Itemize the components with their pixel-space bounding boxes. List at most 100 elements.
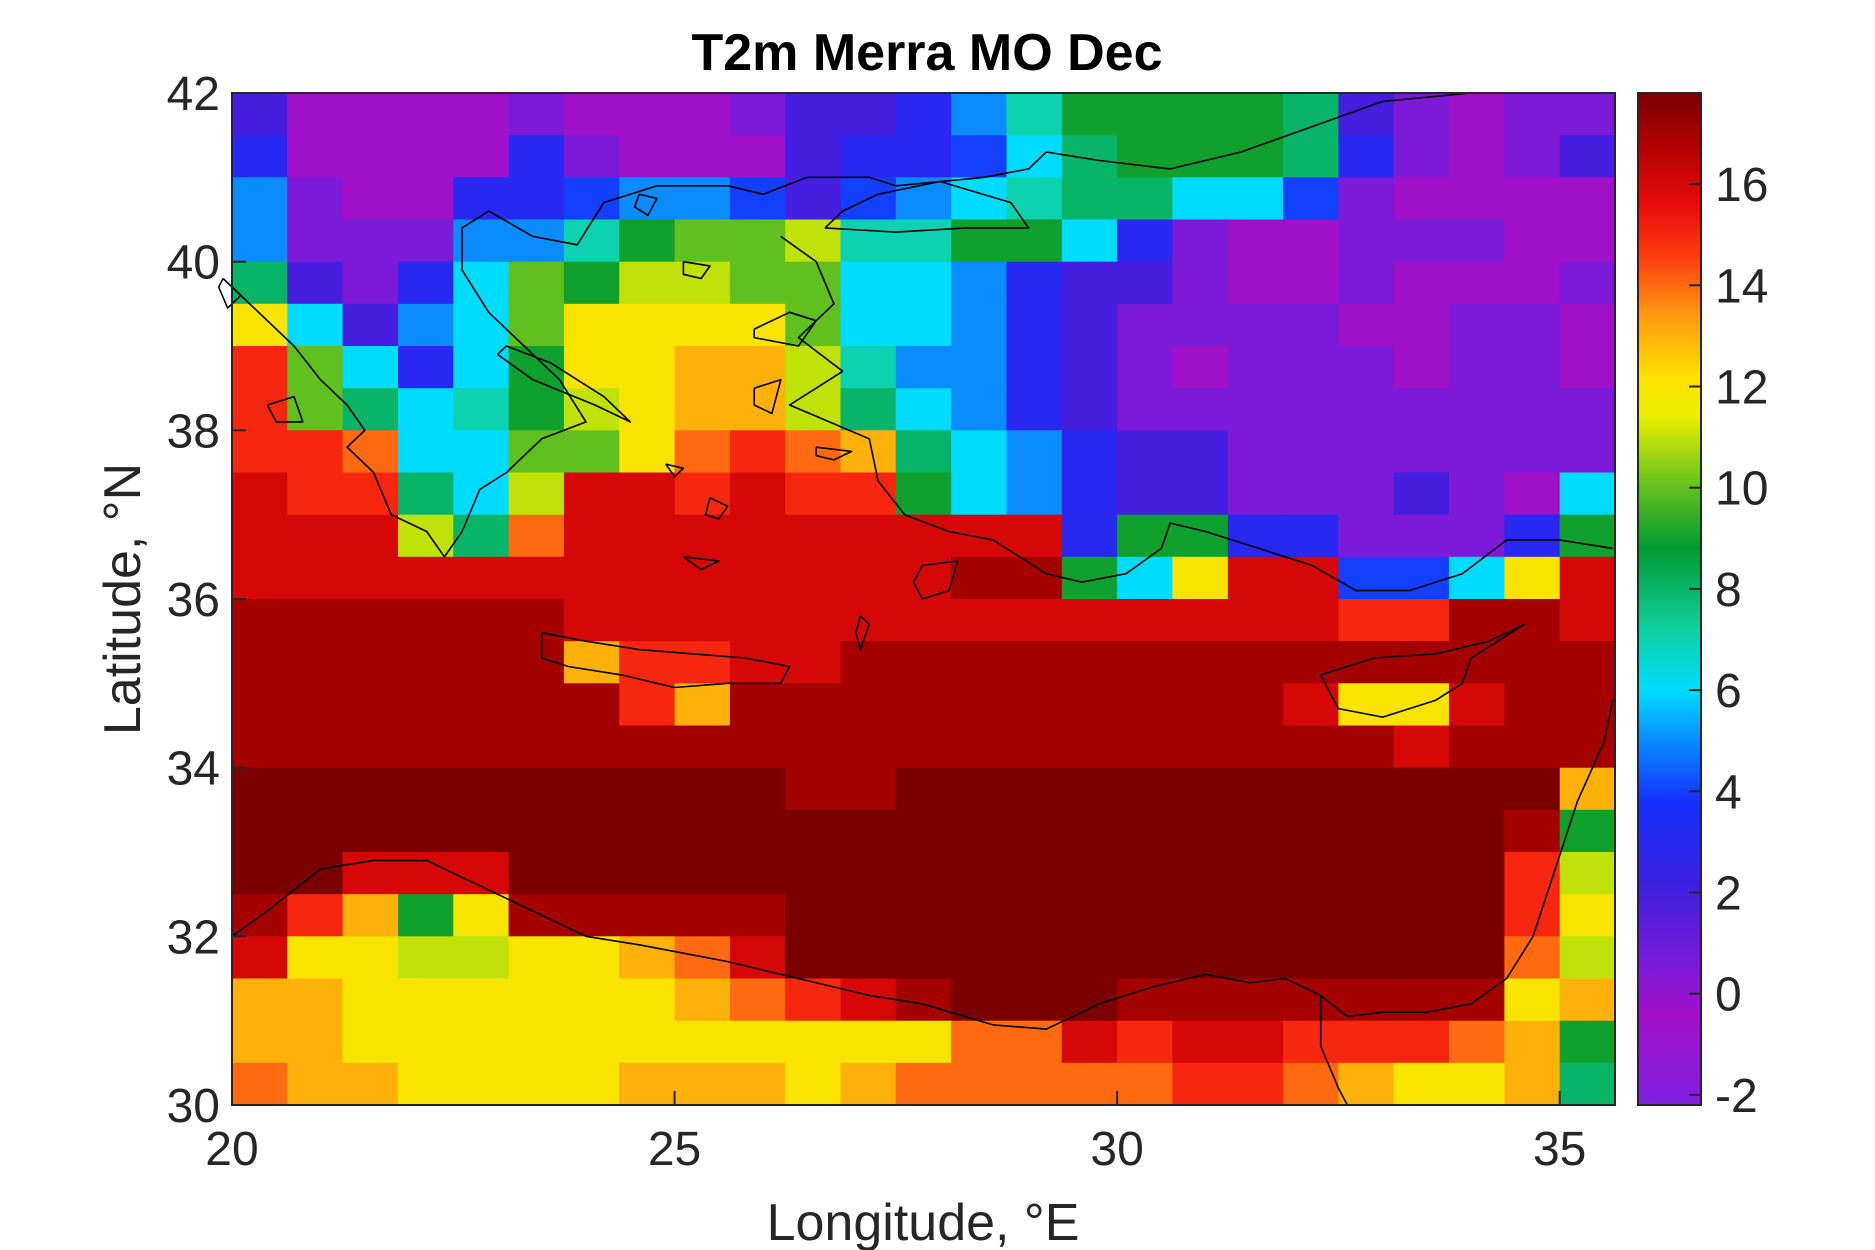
heatmap-cell xyxy=(1283,599,1339,642)
heatmap-cell xyxy=(1117,556,1173,600)
heatmap-cell xyxy=(1172,388,1229,431)
heatmap-cell xyxy=(1393,1020,1450,1064)
heatmap-cell xyxy=(951,1020,1008,1064)
heatmap-cell xyxy=(951,725,1008,769)
heatmap-cell xyxy=(508,430,565,474)
heatmap-cell xyxy=(1504,725,1561,769)
heatmap-cell xyxy=(1061,430,1118,474)
coastline-segment xyxy=(665,463,685,478)
heatmap-cell xyxy=(563,599,620,642)
heatmap-cell xyxy=(342,767,399,811)
heatmap-cell xyxy=(895,93,952,136)
heatmap-cell xyxy=(563,261,620,305)
heatmap-cell xyxy=(342,599,399,642)
heatmap-cell xyxy=(1117,346,1173,389)
heatmap-cell xyxy=(1172,93,1229,136)
heatmap-cell xyxy=(951,767,1008,811)
heatmap-cell xyxy=(1172,219,1229,263)
heatmap-cell xyxy=(1227,303,1284,347)
heatmap-cell xyxy=(1449,1020,1505,1064)
heatmap-cell xyxy=(1172,936,1229,980)
heatmap-cell xyxy=(1393,1062,1450,1106)
heatmap-cell xyxy=(1117,936,1173,980)
x-tick-label: 20 xyxy=(205,1123,258,1176)
heatmap-cell xyxy=(342,683,399,727)
heatmap-cell xyxy=(1227,93,1284,136)
heatmap-cell xyxy=(1006,641,1063,684)
heatmap-cell xyxy=(840,514,897,558)
heatmap-cell xyxy=(232,135,288,178)
heatmap-cell xyxy=(1227,599,1284,642)
heatmap-cell xyxy=(1172,767,1229,811)
heatmap-cell xyxy=(785,219,842,263)
heatmap-cell xyxy=(895,472,952,516)
x-axis-ticks: 20 25 30 35 xyxy=(205,1091,1586,1176)
heatmap-cell xyxy=(895,809,952,853)
heatmap-cell xyxy=(951,978,1008,1022)
heatmap-cell xyxy=(895,135,952,178)
heatmap-cell xyxy=(287,683,344,727)
heatmap-cell xyxy=(1117,852,1173,895)
heatmap-cell xyxy=(1061,852,1118,895)
heatmap-cell xyxy=(232,472,288,516)
heatmap-cell xyxy=(563,472,620,516)
heatmap-cell xyxy=(508,852,565,895)
heatmap-cell xyxy=(951,894,1008,937)
heatmap-cell xyxy=(453,1020,510,1064)
heatmap-cell xyxy=(287,599,344,642)
heatmap-cell xyxy=(840,219,897,263)
heatmap-cell xyxy=(1559,978,1616,1022)
heatmap-cell xyxy=(895,767,952,811)
heatmap-cell xyxy=(1449,346,1505,389)
heatmap-cell xyxy=(1393,852,1450,895)
heatmap-cell xyxy=(619,177,676,221)
heatmap-cell xyxy=(785,767,842,811)
heatmap-cell xyxy=(785,135,842,178)
heatmap-cell xyxy=(1006,725,1063,769)
heatmap-cell xyxy=(1006,894,1063,937)
heatmap-cell xyxy=(840,1062,897,1106)
heatmap-cell xyxy=(951,599,1008,642)
heatmap-cell xyxy=(453,303,510,347)
heatmap-cell xyxy=(951,556,1008,600)
heatmap-cell xyxy=(951,93,1008,136)
heatmap-cell xyxy=(453,599,510,642)
heatmap-cell xyxy=(232,556,288,600)
heatmap-cell xyxy=(287,556,344,600)
heatmap-cell xyxy=(1283,978,1339,1022)
heatmap-cell xyxy=(1393,177,1450,221)
heatmap-cell xyxy=(1227,1062,1284,1106)
heatmap-cell xyxy=(453,641,510,684)
coastline-segment xyxy=(231,700,1614,1030)
heatmap-cell xyxy=(619,683,676,727)
heatmap-cell xyxy=(1559,556,1616,600)
heatmap-cell xyxy=(1227,388,1284,431)
heatmap-cell xyxy=(342,514,399,558)
y-tick-label: 38 xyxy=(167,405,220,458)
heatmap-cell xyxy=(232,936,288,980)
heatmap-cell xyxy=(785,346,842,389)
coastline-segment xyxy=(496,345,632,423)
colorbar-tick-label: 4 xyxy=(1715,766,1742,819)
heatmap-cell xyxy=(563,978,620,1022)
heatmap-cell xyxy=(785,599,842,642)
y-tick-label: 36 xyxy=(167,574,220,627)
heatmap-cell xyxy=(674,219,731,263)
heatmap-cell xyxy=(840,1020,897,1064)
heatmap-cell xyxy=(398,346,454,389)
heatmap-cell xyxy=(287,472,344,516)
heatmap-cell xyxy=(1559,514,1616,558)
heatmap-cell xyxy=(1117,261,1173,305)
heatmap-cell xyxy=(398,852,454,895)
heatmap-cell xyxy=(729,936,786,980)
heatmap-cell xyxy=(785,936,842,980)
heatmap-cell xyxy=(1559,430,1616,474)
heatmap-cell xyxy=(1061,809,1118,853)
heatmap-cell xyxy=(1449,641,1505,684)
heatmap-cell xyxy=(1006,93,1063,136)
y-tick-label: 32 xyxy=(167,911,220,964)
heatmap-cell xyxy=(895,936,952,980)
heatmap-cell xyxy=(951,641,1008,684)
heatmap-cell xyxy=(1227,177,1284,221)
heatmap-cell xyxy=(453,809,510,853)
